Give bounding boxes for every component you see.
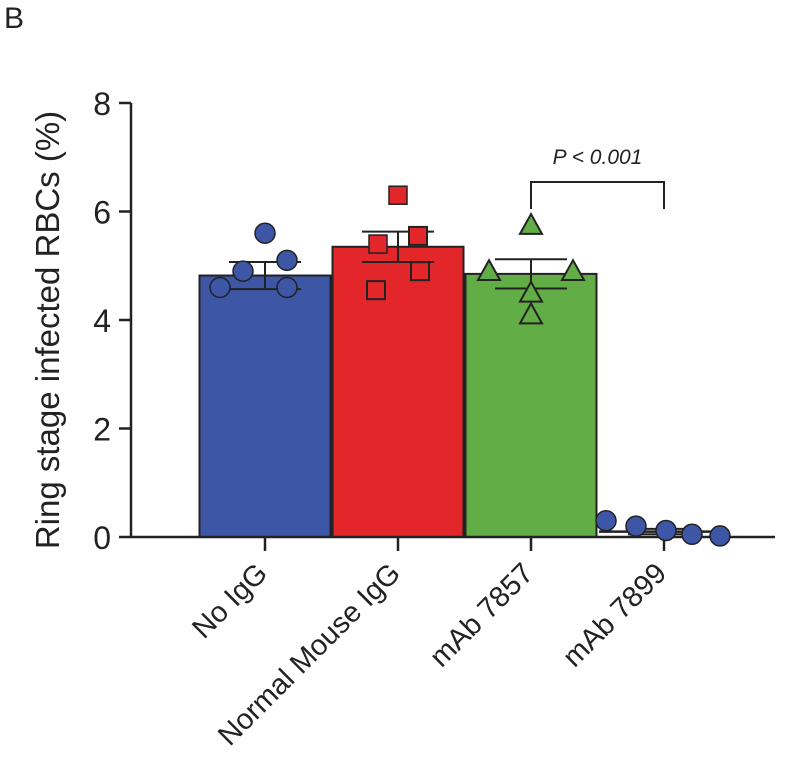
point-1-4: [366, 280, 386, 301]
point-2-1: [476, 258, 502, 281]
point-3-2: [655, 519, 677, 542]
point-3-0: [595, 509, 617, 532]
point-0-3: [209, 276, 231, 299]
point-1-1: [408, 225, 428, 246]
point-2-0: [518, 212, 544, 235]
point-2-2: [560, 258, 586, 281]
point-1-2: [368, 234, 388, 254]
point-1-0: [388, 185, 408, 205]
point-0-1: [276, 249, 298, 272]
y-tick-label-0: 0: [93, 520, 111, 556]
point-3-1: [625, 515, 647, 537]
point-3-4: [709, 525, 731, 547]
bar-2: [464, 272, 598, 538]
point-0-2: [232, 260, 254, 282]
x-tick-label-2: mAb 7857: [424, 557, 540, 673]
x-tick-label-0: No IgG: [186, 557, 274, 645]
point-2-4: [518, 301, 544, 325]
panel-label: B: [4, 2, 25, 35]
x-tick-label-3: mAb 7899: [557, 557, 673, 673]
y-tick-label-1: 2: [93, 412, 111, 448]
significance-label: P < 0.001: [553, 146, 643, 169]
bar-1: [331, 245, 465, 538]
point-1-3: [410, 261, 430, 282]
point-3-3: [681, 523, 703, 546]
significance-bracket: [530, 181, 665, 209]
y-tick-label-4: 8: [93, 86, 111, 122]
point-0-0: [254, 222, 276, 244]
bar-0: [198, 274, 332, 538]
point-0-4: [276, 276, 298, 299]
y-tick-label-3: 6: [93, 195, 111, 231]
y-tick-label-2: 4: [93, 303, 111, 339]
